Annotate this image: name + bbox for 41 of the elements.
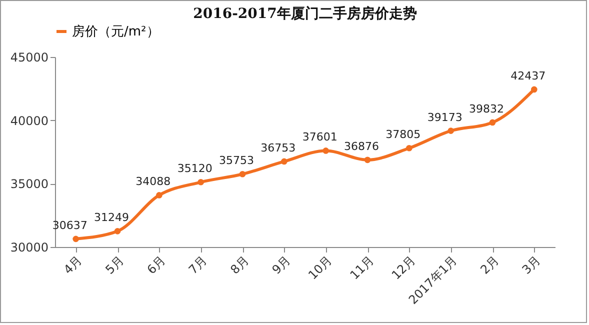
x-tick-label: 10月: [306, 253, 335, 282]
point: [531, 86, 538, 93]
data-label: 34088: [136, 175, 171, 188]
point: [489, 119, 496, 126]
x-tick-label: 8月: [228, 253, 252, 277]
x-tick-label: 7月: [186, 253, 210, 277]
x-tick-label: 2月: [478, 253, 502, 277]
point: [114, 228, 121, 234]
x-tick-label: 6月: [144, 253, 168, 277]
x-tick-label: 3月: [519, 253, 544, 277]
point: [239, 170, 246, 178]
point: [198, 178, 204, 186]
x-tick-label: 12月: [388, 253, 418, 282]
y-tick-label: 40000: [10, 114, 48, 128]
y-tick-label: 35000: [10, 177, 48, 192]
data-label: 36753: [260, 141, 296, 154]
point: [406, 144, 412, 152]
x-tick-label: 9月: [269, 253, 294, 277]
point: [72, 236, 79, 242]
data-label: 36876: [344, 140, 379, 153]
y-tick-label: 45000: [10, 50, 48, 64]
x-tick-label: 4月: [61, 253, 85, 277]
y-tick-label: 30000: [10, 240, 48, 254]
x-tick-label: 5月: [102, 253, 126, 277]
chart-title: 2016-2017年厦门二手房房价走势: [193, 5, 417, 22]
data-label: 30637: [52, 218, 88, 232]
data-label: 31249: [94, 211, 129, 224]
data-label: 35120: [177, 162, 212, 176]
data-label: 39832: [469, 102, 504, 116]
data-label: 42437: [510, 69, 546, 82]
legend-label: 房价（元/m²）: [72, 24, 160, 40]
data-label: 37805: [386, 128, 421, 142]
point: [156, 192, 162, 198]
point: [322, 148, 329, 154]
data-label: 39173: [427, 110, 462, 124]
point: [364, 156, 371, 164]
point: [281, 158, 288, 165]
point: [448, 128, 454, 134]
x-tick-label: 11月: [347, 253, 376, 282]
data-label: 37601: [302, 130, 338, 144]
data-label: 35753: [219, 154, 254, 168]
